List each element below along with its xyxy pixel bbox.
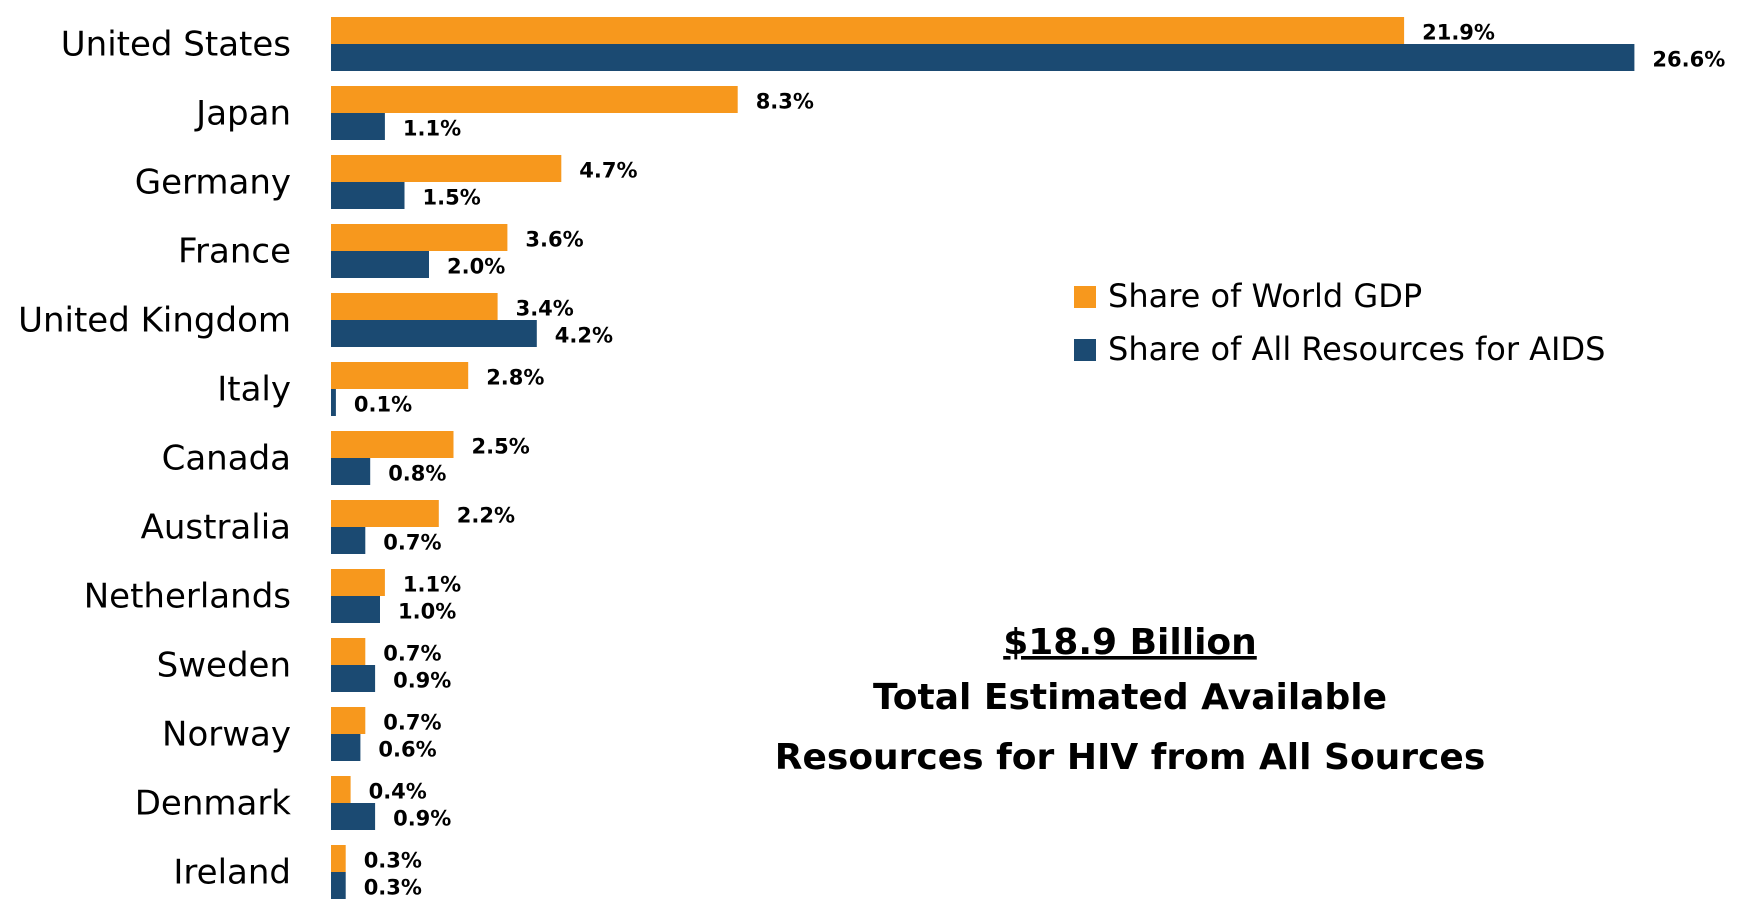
- bar: [331, 458, 371, 485]
- bar: [331, 707, 366, 734]
- bar: [331, 224, 508, 251]
- y-tick-label: Canada: [162, 439, 291, 479]
- y-tick-label: United States: [61, 25, 291, 65]
- bar: [331, 113, 385, 140]
- value-label: 2.2%: [457, 504, 515, 528]
- bar: [331, 665, 376, 692]
- bar: [331, 44, 1635, 71]
- value-label: 2.8%: [486, 366, 544, 390]
- legend-label: Share of All Resources for AIDS: [1108, 330, 1605, 368]
- value-label: 0.8%: [388, 462, 446, 486]
- bar: [331, 320, 537, 347]
- bar: [331, 500, 439, 527]
- bar: [331, 638, 366, 665]
- y-tick-label: Denmark: [135, 784, 292, 824]
- value-label: 0.9%: [393, 807, 451, 831]
- value-label: 0.3%: [364, 876, 422, 900]
- y-tick-label: Italy: [217, 370, 291, 410]
- bar: [331, 803, 376, 830]
- bar: [331, 872, 346, 899]
- bar: [331, 17, 1405, 44]
- annotation-amount: $18.9 Billion: [1003, 622, 1257, 663]
- value-label: 0.7%: [383, 711, 441, 735]
- y-tick-label: Sweden: [157, 646, 291, 686]
- value-label: 2.0%: [447, 255, 505, 279]
- bar: [331, 569, 385, 596]
- y-tick-label: France: [178, 232, 291, 272]
- y-tick-label: United Kingdom: [18, 301, 291, 341]
- bar: [331, 734, 361, 761]
- value-label: 21.9%: [1422, 21, 1495, 45]
- value-label: 0.6%: [378, 738, 436, 762]
- value-label: 2.5%: [472, 435, 530, 459]
- value-label: 0.3%: [364, 849, 422, 873]
- bar: [331, 293, 498, 320]
- value-label: 4.7%: [579, 159, 637, 183]
- legend-swatch: [1074, 339, 1096, 361]
- bar: [331, 155, 562, 182]
- bar: [331, 527, 366, 554]
- bar: [331, 596, 380, 623]
- bar: [331, 431, 454, 458]
- y-tick-label: Australia: [141, 508, 291, 548]
- bar: [331, 389, 336, 416]
- annotation-line: Resources for HIV from All Sources: [775, 737, 1486, 778]
- bar: [331, 845, 346, 872]
- value-label: 8.3%: [756, 90, 814, 114]
- value-label: 26.6%: [1652, 48, 1725, 72]
- value-label: 0.4%: [369, 780, 427, 804]
- y-tick-label: Norway: [162, 715, 291, 755]
- y-tick-label: Ireland: [173, 853, 291, 893]
- bar: [331, 251, 429, 278]
- value-label: 0.7%: [383, 642, 441, 666]
- bar: [331, 362, 469, 389]
- value-label: 1.0%: [398, 600, 456, 624]
- y-tick-label: Germany: [135, 163, 291, 203]
- value-label: 0.9%: [393, 669, 451, 693]
- bar: [331, 776, 351, 803]
- legend-label: Share of World GDP: [1108, 277, 1422, 315]
- value-label: 3.6%: [525, 228, 583, 252]
- annotation-line: Total Estimated Available: [873, 677, 1387, 718]
- y-tick-label: Netherlands: [84, 577, 291, 617]
- y-tick-label: Japan: [194, 94, 291, 134]
- value-label: 0.1%: [354, 393, 412, 417]
- value-label: 4.2%: [555, 324, 613, 348]
- bar: [331, 182, 405, 209]
- legend-swatch: [1074, 286, 1096, 308]
- value-label: 3.4%: [516, 297, 574, 321]
- value-label: 0.7%: [383, 531, 441, 555]
- value-label: 1.1%: [403, 117, 461, 141]
- bar: [331, 86, 738, 113]
- value-label: 1.1%: [403, 573, 461, 597]
- value-label: 1.5%: [423, 186, 481, 210]
